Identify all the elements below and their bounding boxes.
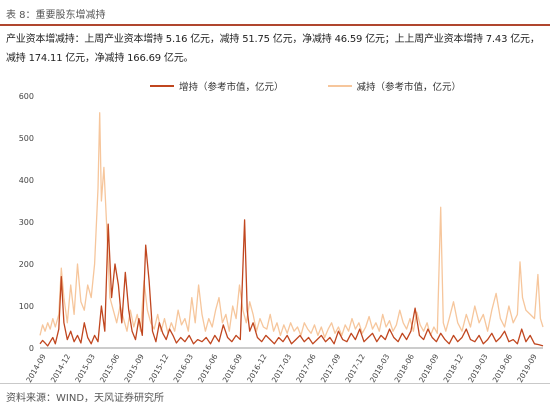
x-tick-label: 2016-06 [196,352,220,384]
x-tick-label: 2019-06 [491,352,515,384]
top-rule [0,24,550,26]
legend-item-decrease: 减持（参考市值，亿元） [327,79,462,93]
legend-swatch-increase [150,85,174,87]
x-tick-label: 2015-12 [147,352,171,384]
y-tick-label: 0 [29,344,34,353]
legend-label-decrease: 减持（参考市值，亿元） [356,82,462,93]
x-tick-label: 2018-09 [417,352,441,384]
x-tick-label: 2016-12 [245,352,269,384]
bottom-rule [0,383,550,384]
x-tick-label: 2016-09 [221,352,245,384]
x-tick-label: 2016-03 [172,352,196,384]
y-tick-label: 400 [19,176,34,185]
x-tick-label: 2018-12 [442,352,466,384]
x-tick-label: 2017-03 [270,352,294,384]
x-tick-label: 2017-06 [294,352,318,384]
x-tick-label: 2015-06 [98,352,122,384]
summary-text: 产业资本增减持：上周产业资本增持 5.16 亿元，减持 51.75 亿元，净减持… [6,34,540,64]
legend-swatch-decrease [327,85,352,87]
x-tick-label: 2019-09 [515,352,539,384]
x-tick-label: 2017-09 [319,352,343,384]
y-tick-label: 600 [19,92,34,101]
x-tick-label: 2018-06 [393,352,417,384]
source-note: 资料来源：WIND，天风证券研究所 [6,393,165,404]
y-tick-label: 300 [19,218,34,227]
series-line-decrease [39,112,544,339]
x-tick-label: 2014-09 [24,352,48,384]
chart-legend: 增持（参考市值，亿元） 减持（参考市值，亿元） [150,79,461,93]
x-tick-label: 2015-09 [122,352,146,384]
y-tick-label: 200 [19,260,34,269]
x-tick-label: 2019-03 [466,352,490,384]
x-tick-label: 2018-03 [368,352,392,384]
series-line-increase [39,219,544,347]
x-tick-label: 2017-12 [343,352,367,384]
x-tick-label: 2015-03 [73,352,97,384]
table-caption: 表 8：重要股东增减持 [6,10,106,21]
y-tick-label: 500 [19,134,34,143]
y-tick-label: 100 [19,302,34,311]
legend-item-increase: 增持（参考市值，亿元） [150,79,284,93]
legend-label-increase: 增持（参考市值，亿元） [179,82,284,93]
x-tick-label: 2014-12 [49,352,73,384]
